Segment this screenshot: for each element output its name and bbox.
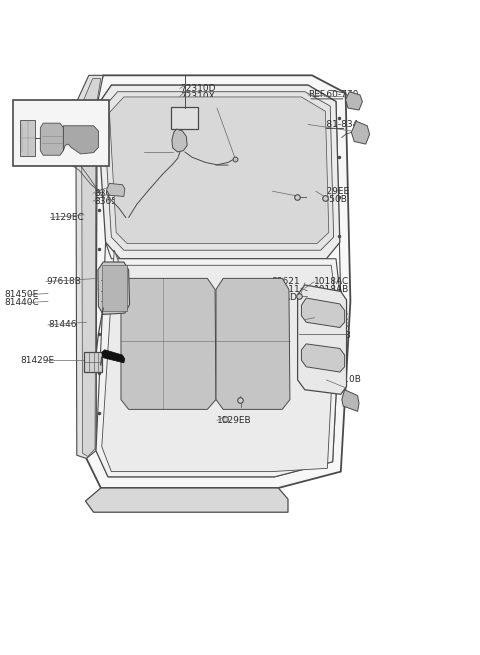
Polygon shape: [351, 121, 370, 144]
Text: 83621: 83621: [271, 277, 300, 286]
Text: 1129EB: 1129EB: [217, 416, 252, 425]
Text: 1018AC: 1018AC: [314, 277, 349, 286]
Text: 1339CC: 1339CC: [239, 395, 275, 404]
Text: 1018AC: 1018AC: [314, 313, 349, 322]
Text: 1240AF: 1240AF: [273, 195, 307, 204]
Text: 83610B: 83610B: [326, 375, 361, 384]
Text: 83665A: 83665A: [94, 189, 129, 198]
Bar: [102, 265, 127, 311]
Text: 81458: 81458: [174, 113, 203, 122]
Polygon shape: [86, 75, 350, 488]
Text: 72310D: 72310D: [180, 84, 216, 93]
Text: REF.81-834: REF.81-834: [308, 120, 359, 129]
Text: 83670C: 83670C: [16, 130, 51, 139]
Bar: [84, 352, 102, 372]
Text: 83680F: 83680F: [16, 138, 50, 147]
Text: 83660: 83660: [57, 105, 85, 115]
Text: 81446: 81446: [48, 320, 76, 329]
Text: 83650: 83650: [57, 113, 85, 122]
Text: 81477: 81477: [217, 103, 246, 113]
Polygon shape: [346, 92, 362, 110]
Polygon shape: [76, 75, 103, 458]
Polygon shape: [216, 278, 290, 409]
Polygon shape: [96, 242, 341, 477]
Polygon shape: [82, 79, 101, 457]
Polygon shape: [298, 285, 347, 394]
Polygon shape: [109, 97, 329, 244]
FancyBboxPatch shape: [13, 100, 109, 166]
Text: 1129EE: 1129EE: [316, 187, 350, 196]
Polygon shape: [63, 126, 98, 154]
FancyBboxPatch shape: [171, 107, 198, 129]
Polygon shape: [103, 92, 334, 250]
Polygon shape: [301, 344, 345, 372]
Text: 83655D: 83655D: [94, 196, 130, 206]
Text: 81350B: 81350B: [312, 195, 347, 204]
Text: 97618B: 97618B: [46, 277, 81, 286]
Polygon shape: [85, 488, 288, 512]
Polygon shape: [98, 262, 130, 314]
Text: 82619B: 82619B: [317, 331, 351, 340]
Polygon shape: [301, 298, 345, 328]
Text: 81450E: 81450E: [5, 290, 39, 299]
Polygon shape: [342, 390, 359, 411]
Text: 81471F: 81471F: [144, 147, 178, 157]
Text: 81429E: 81429E: [20, 356, 54, 365]
Polygon shape: [121, 278, 216, 409]
Text: 81456C: 81456C: [273, 187, 308, 196]
Text: 83611: 83611: [271, 285, 300, 294]
Text: 1018AB: 1018AB: [314, 321, 349, 330]
Polygon shape: [107, 183, 125, 196]
Polygon shape: [97, 85, 340, 259]
Text: 81440C: 81440C: [5, 298, 39, 307]
Polygon shape: [102, 350, 125, 363]
Text: 1018AB: 1018AB: [314, 285, 349, 294]
Text: REF.60-770: REF.60-770: [308, 90, 359, 100]
Text: 72310X: 72310X: [180, 92, 215, 101]
Polygon shape: [172, 129, 187, 152]
Polygon shape: [102, 250, 336, 472]
Text: 1491AD: 1491AD: [262, 293, 298, 302]
Text: 1129EC: 1129EC: [50, 213, 85, 222]
Bar: [20, 120, 35, 156]
Polygon shape: [40, 123, 63, 155]
